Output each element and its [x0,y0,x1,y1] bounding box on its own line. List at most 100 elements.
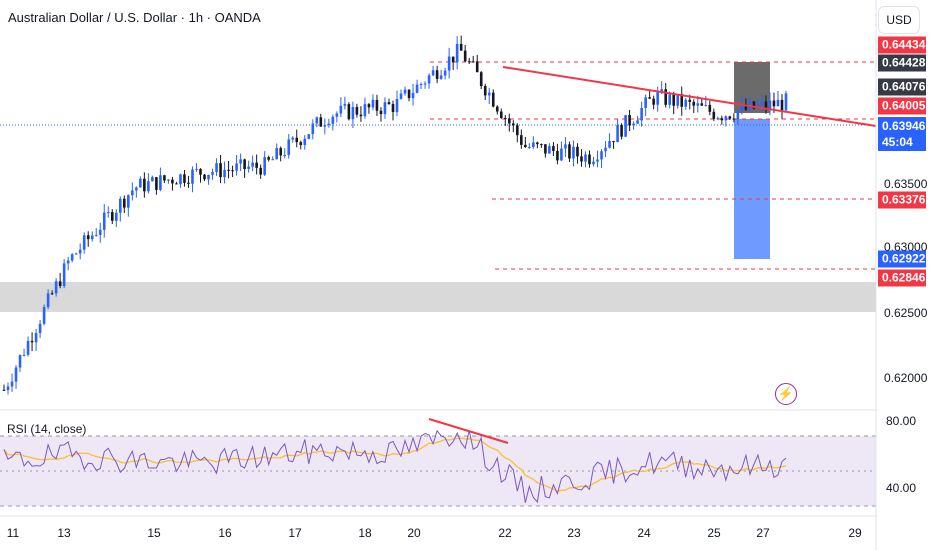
candle-body [207,174,210,180]
candle-body [18,355,22,368]
chart-title: Australian Dollar / U.S. Dollar · 1h · O… [8,10,261,25]
candle-body [576,146,579,157]
candle-body [22,354,26,356]
candle-body [544,144,547,154]
candle-body [644,97,647,109]
candle-body [74,253,78,255]
candle-countdown: 45:04 [882,135,913,149]
candle-body [267,157,270,160]
candle-body [776,99,780,107]
candle-body [331,116,335,124]
candle-body [684,99,688,107]
price-tag: 0.62922 [878,250,926,268]
time-tick: 25 [707,526,721,540]
candle-body [712,111,716,119]
time-tick: 23 [567,526,581,540]
candle-body [351,107,355,120]
candle-body [187,182,190,184]
candle-body [50,293,54,295]
candle-body [744,104,748,110]
candle-body [528,147,531,149]
candle-body [227,169,230,171]
candle-body [580,156,583,162]
candle-body [159,175,162,190]
candle-body [279,148,283,156]
candle-body [628,115,631,126]
candle-body [90,235,94,240]
candle-body [592,161,595,165]
candle-body [447,56,451,71]
price-tag: 0.64428 [878,54,926,72]
trendline[interactable] [502,66,877,127]
candle-body [620,124,623,137]
candle-body [584,154,587,162]
candle-body [203,174,206,180]
candle-body [195,168,198,170]
candle-body [54,281,58,294]
rsi-legend[interactable]: RSI (14, close) [7,422,87,436]
candle-body [259,167,262,175]
candle-body [114,212,118,221]
candle-body [58,281,62,287]
candle-body [303,138,307,146]
candle-body [219,163,222,178]
rsi-line [3,429,787,504]
candle-body [564,144,567,149]
candle-body [307,134,311,139]
candle-body [487,92,491,96]
candle-body [163,175,166,181]
candle-body [451,56,455,63]
candle-body [548,146,551,154]
candle-body [271,159,274,161]
candle-body [720,118,724,121]
price-tick: 0.62500 [884,306,928,320]
support-zone [0,282,876,312]
candle-body [110,212,114,221]
candle-body [467,61,471,63]
candle-body [6,386,10,390]
candle-body [656,91,659,105]
candle-body [411,92,415,99]
candle-body [82,235,86,250]
candle-body [415,84,419,93]
candle-body [572,146,575,159]
candle-body [640,108,643,121]
candle-body [355,107,359,115]
time-tick: 15 [147,526,161,540]
currency-button[interactable]: USD [878,6,920,34]
candle-body [499,111,503,118]
candle-body [263,157,266,175]
candle-body [62,263,66,287]
current-price-value: 0.63946 [882,119,926,133]
candle-body [612,141,615,143]
candle-body [503,117,507,119]
candle-body [664,89,667,105]
candle-body [624,115,627,137]
candle-body [520,135,523,145]
candle-body [151,177,154,182]
candle-body [118,198,122,213]
candle-body [391,104,395,113]
candle-body [512,123,515,126]
candle-body [455,43,459,63]
candle-body [708,104,712,112]
candle-body [131,190,134,196]
candle-body [532,142,535,148]
candle-body [427,75,431,84]
candle-body [275,148,278,160]
candle-body [379,110,383,115]
candle-body [764,101,768,109]
rsi-divergence-line[interactable] [428,418,509,444]
candle-body [94,234,98,236]
candle-body [423,83,427,85]
candle-body [147,181,150,192]
lightning-icon[interactable]: ⚡ [775,383,797,405]
candle-body [668,94,672,105]
candle-body [728,116,732,119]
candle-body [251,162,254,167]
candle-body [211,172,214,175]
candle-body [171,179,174,184]
candle-body [243,159,246,170]
candle-body [102,212,106,230]
